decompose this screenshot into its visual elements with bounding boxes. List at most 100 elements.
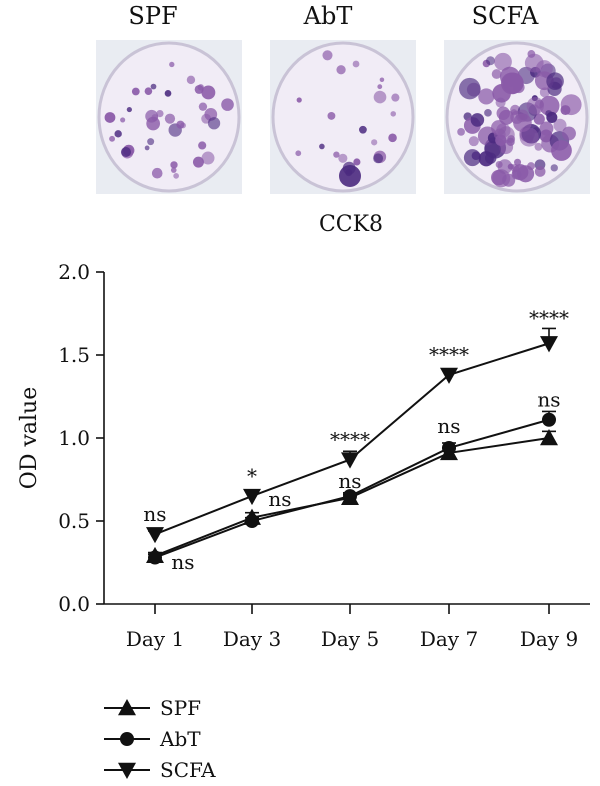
colony-mark bbox=[126, 106, 132, 113]
colony-mark bbox=[371, 139, 378, 146]
legend-entry-abt: AbT bbox=[104, 727, 201, 751]
significance-label: ns bbox=[143, 502, 166, 526]
colony-mark bbox=[553, 118, 567, 132]
colony-mark bbox=[144, 87, 153, 95]
data-point bbox=[341, 452, 359, 469]
colony-mark bbox=[560, 105, 571, 116]
colony-mark bbox=[379, 77, 385, 83]
colony-mark bbox=[221, 98, 234, 111]
x-tick-label: Day 7 bbox=[420, 627, 478, 651]
colony-mark bbox=[388, 133, 397, 143]
colony-mark bbox=[186, 75, 196, 85]
colony-mark bbox=[468, 136, 479, 147]
colony-mark bbox=[497, 159, 513, 174]
colony-mark bbox=[494, 52, 512, 71]
data-point bbox=[442, 440, 456, 455]
significance-label: ns bbox=[537, 387, 560, 411]
data-point bbox=[540, 336, 558, 353]
legend-entry-scfa: SCFA bbox=[104, 758, 216, 782]
significance-label: **** bbox=[529, 306, 569, 330]
colony-mark bbox=[198, 141, 207, 150]
colony-mark bbox=[104, 112, 116, 123]
data-point bbox=[245, 514, 259, 528]
colony-mark bbox=[506, 137, 515, 146]
y-axis-title: OD value bbox=[17, 387, 42, 489]
colony-mark bbox=[391, 93, 400, 102]
colony-mark bbox=[534, 142, 543, 151]
series-scfa bbox=[146, 327, 558, 544]
colony-mark bbox=[192, 156, 204, 168]
colony-mark bbox=[147, 138, 155, 146]
plate-image-abt bbox=[270, 40, 416, 194]
legend-entry-spf: SPF bbox=[104, 696, 201, 720]
y-tick-label: 1.5 bbox=[58, 343, 90, 367]
colony-mark bbox=[516, 109, 529, 123]
colony-mark bbox=[551, 140, 572, 161]
legend-marker bbox=[120, 732, 134, 746]
colony-mark bbox=[470, 113, 485, 127]
colony-mark bbox=[146, 116, 161, 131]
plate-label-spf: SPF bbox=[128, 2, 178, 30]
colony-mark bbox=[173, 173, 179, 179]
colony-mark bbox=[545, 110, 553, 118]
colony-mark bbox=[534, 166, 546, 177]
colony-mark bbox=[194, 84, 204, 94]
colony-mark bbox=[501, 72, 523, 95]
colony-mark bbox=[486, 56, 495, 66]
colony-mark bbox=[484, 152, 497, 164]
data-point bbox=[343, 489, 357, 504]
colony-mark bbox=[319, 143, 325, 150]
colony-mark bbox=[164, 90, 172, 97]
significance-label: * bbox=[247, 464, 257, 488]
colony-mark bbox=[527, 162, 535, 171]
colony-mark bbox=[491, 69, 502, 79]
colony-mark bbox=[201, 85, 216, 100]
colony-mark bbox=[156, 109, 164, 118]
data-point bbox=[148, 550, 162, 565]
colony-mark bbox=[296, 97, 302, 103]
colony-mark bbox=[150, 83, 157, 90]
colony-mark bbox=[539, 95, 560, 116]
legend-marker bbox=[118, 762, 136, 779]
colony-mark bbox=[498, 109, 514, 125]
colony-mark bbox=[338, 153, 348, 163]
y-tick-label: 0.5 bbox=[58, 509, 90, 533]
colony-mark bbox=[201, 151, 215, 165]
colony-mark bbox=[526, 97, 545, 115]
x-tick-label: Day 9 bbox=[520, 627, 578, 651]
y-tick-label: 1.0 bbox=[58, 426, 90, 450]
significance-label: **** bbox=[429, 343, 469, 367]
y-tick-label: 2.0 bbox=[58, 260, 90, 284]
colony-mark bbox=[336, 65, 346, 75]
colony-mark bbox=[322, 50, 333, 61]
colony-mark bbox=[484, 109, 492, 117]
colony-mark bbox=[514, 158, 522, 166]
colony-mark bbox=[390, 111, 397, 117]
data-point bbox=[243, 488, 261, 506]
legend-label: AbT bbox=[159, 727, 201, 751]
colony-mark bbox=[546, 72, 564, 90]
chart-title: CCK8 bbox=[319, 212, 383, 237]
data-point bbox=[540, 429, 558, 446]
colony-mark bbox=[562, 126, 576, 141]
colony-mark bbox=[114, 130, 122, 138]
colony-mark bbox=[377, 84, 383, 90]
colony-mark bbox=[333, 151, 340, 158]
significance-label: ns bbox=[338, 469, 361, 493]
colony-mark bbox=[519, 127, 539, 147]
colony-mark bbox=[373, 90, 387, 104]
colony-mark bbox=[502, 173, 516, 187]
x-tick-label: Day 1 bbox=[126, 627, 184, 651]
colony-mark bbox=[457, 128, 465, 136]
colony-mark bbox=[144, 145, 150, 151]
colony-mark bbox=[524, 53, 544, 73]
plate-image-scfa bbox=[444, 40, 590, 194]
significance-label: ns bbox=[171, 550, 194, 574]
series-abt bbox=[148, 410, 556, 565]
legend-label: SCFA bbox=[160, 758, 216, 782]
colony-mark bbox=[131, 87, 140, 96]
colony-mark bbox=[539, 121, 554, 136]
colony-mark bbox=[352, 60, 360, 68]
legend-marker bbox=[118, 699, 136, 716]
colony-mark bbox=[207, 117, 221, 130]
